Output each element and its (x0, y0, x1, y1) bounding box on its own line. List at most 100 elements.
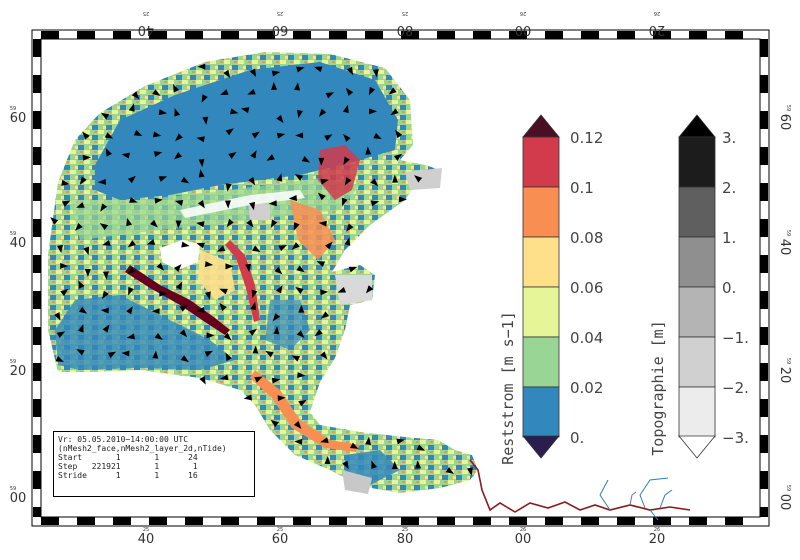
vector-arrow (204, 350, 214, 357)
vector-arrow (127, 240, 136, 248)
vector-arrow (240, 107, 250, 114)
vector-arrow (196, 307, 205, 313)
vector-arrow (316, 261, 326, 267)
vector-arrow (204, 261, 214, 268)
vector-arrow (126, 333, 136, 340)
frame-dash (760, 291, 768, 309)
frame-dash (437, 31, 455, 39)
vector-arrow (225, 128, 234, 136)
vector-arrow (127, 175, 136, 184)
vector-arrow (61, 179, 70, 186)
vector-arrow (467, 467, 473, 476)
vector-arrow (102, 239, 111, 246)
vector-arrow (348, 266, 358, 273)
info-stride: Stride 1 1 16 (58, 471, 198, 480)
frame-dash (257, 31, 275, 39)
lat-label-right: 40 (777, 239, 792, 256)
lon-label-bottom: 00 (515, 532, 532, 547)
vector-arrow (248, 176, 256, 186)
topography-colorbar-cell (678, 186, 716, 238)
lat-minor-label-left: 59 (10, 106, 16, 112)
lat-label-right: 00 (777, 494, 792, 511)
vector-arrow (60, 262, 69, 269)
frame-dash (77, 517, 95, 525)
current-colorbar-tick-label: 0.08 (570, 229, 603, 247)
vector-arrow (301, 155, 311, 163)
topography-colorbar-tick-label: 2. (722, 179, 736, 197)
vector-arrow (199, 376, 206, 385)
frame-dash (760, 39, 768, 57)
topography-colorbar-title: Topographie [m] (649, 320, 667, 455)
vector-arrow (179, 304, 188, 312)
frame-dash (760, 111, 768, 129)
vector-arrow (76, 349, 85, 356)
vector-arrow (370, 200, 380, 207)
frame-dash (509, 31, 527, 39)
vector-arrow (324, 455, 331, 465)
topography-colorbar-cell (678, 336, 716, 388)
vector-arrow (345, 87, 354, 96)
vector-arrow (415, 460, 422, 469)
vector-arrow (297, 109, 303, 119)
topography-colorbar-cell (678, 136, 716, 188)
vector-arrow (57, 244, 63, 254)
vector-arrow (158, 176, 168, 182)
vector-arrow (97, 178, 107, 185)
info-start: Start 1 1 24 (58, 453, 198, 462)
vector-arrow (75, 222, 83, 231)
current-colorbar-tick-label: 0.12 (570, 129, 603, 147)
frame-dash (653, 31, 671, 39)
frame-dash (760, 255, 768, 273)
vector-arrow (395, 129, 403, 139)
vector-arrow (293, 420, 302, 429)
frame-dash (689, 31, 707, 39)
frame-dash (760, 507, 768, 517)
frame-dash (365, 517, 383, 525)
frame-dash (581, 31, 599, 39)
vector-arrow (388, 87, 397, 95)
lat-label-left: 40 (10, 236, 27, 251)
vector-arrow (60, 288, 69, 297)
topography-colorbar-tick-label: −1. (722, 329, 749, 347)
frame-dash (33, 111, 41, 129)
vector-arrow (197, 200, 205, 209)
frame-dash (33, 255, 41, 273)
vector-arrow (251, 289, 258, 299)
vector-arrow (196, 136, 205, 143)
vector-arrow (276, 132, 286, 139)
vector-arrow (398, 196, 407, 203)
vector-arrow (252, 245, 261, 253)
vector-arrow (100, 203, 108, 212)
vector-arrow (390, 108, 399, 116)
lon-minor-label-top: 25 (277, 10, 283, 16)
frame-dash (113, 517, 131, 525)
frame-dash (113, 31, 131, 39)
island (160, 240, 200, 270)
vector-arrow (196, 221, 205, 228)
vector-arrow (175, 220, 182, 229)
vector-arrow (128, 103, 135, 112)
lon-minor-label-bottom: 26 (520, 527, 526, 533)
frame-dash (760, 471, 768, 489)
frame-dash (185, 517, 203, 525)
vector-arrow (318, 108, 327, 117)
lon-minor-label-top: 25 (143, 10, 149, 16)
current-colorbar-tick-label: 0.1 (570, 179, 594, 197)
vector-arrow (271, 70, 281, 77)
lat-label-right: 60 (777, 114, 792, 131)
vector-arrow (102, 324, 110, 333)
frame-dash (437, 517, 455, 525)
vector-arrow (274, 266, 283, 275)
vector-arrow (152, 131, 162, 138)
vector-arrow (104, 132, 114, 139)
vector-arrow (250, 301, 257, 311)
lon-label-top: 80 (397, 22, 414, 37)
vector-arrow (369, 108, 378, 115)
current-colorbar-tick-label: 0.02 (570, 379, 603, 397)
vector-arrow (346, 66, 354, 76)
vector-arrow (344, 237, 351, 246)
vector-arrow (129, 197, 138, 203)
map-frame-outer (31, 29, 770, 527)
lat-minor-label-left: 59 (10, 231, 16, 237)
frame-dash (760, 75, 768, 93)
